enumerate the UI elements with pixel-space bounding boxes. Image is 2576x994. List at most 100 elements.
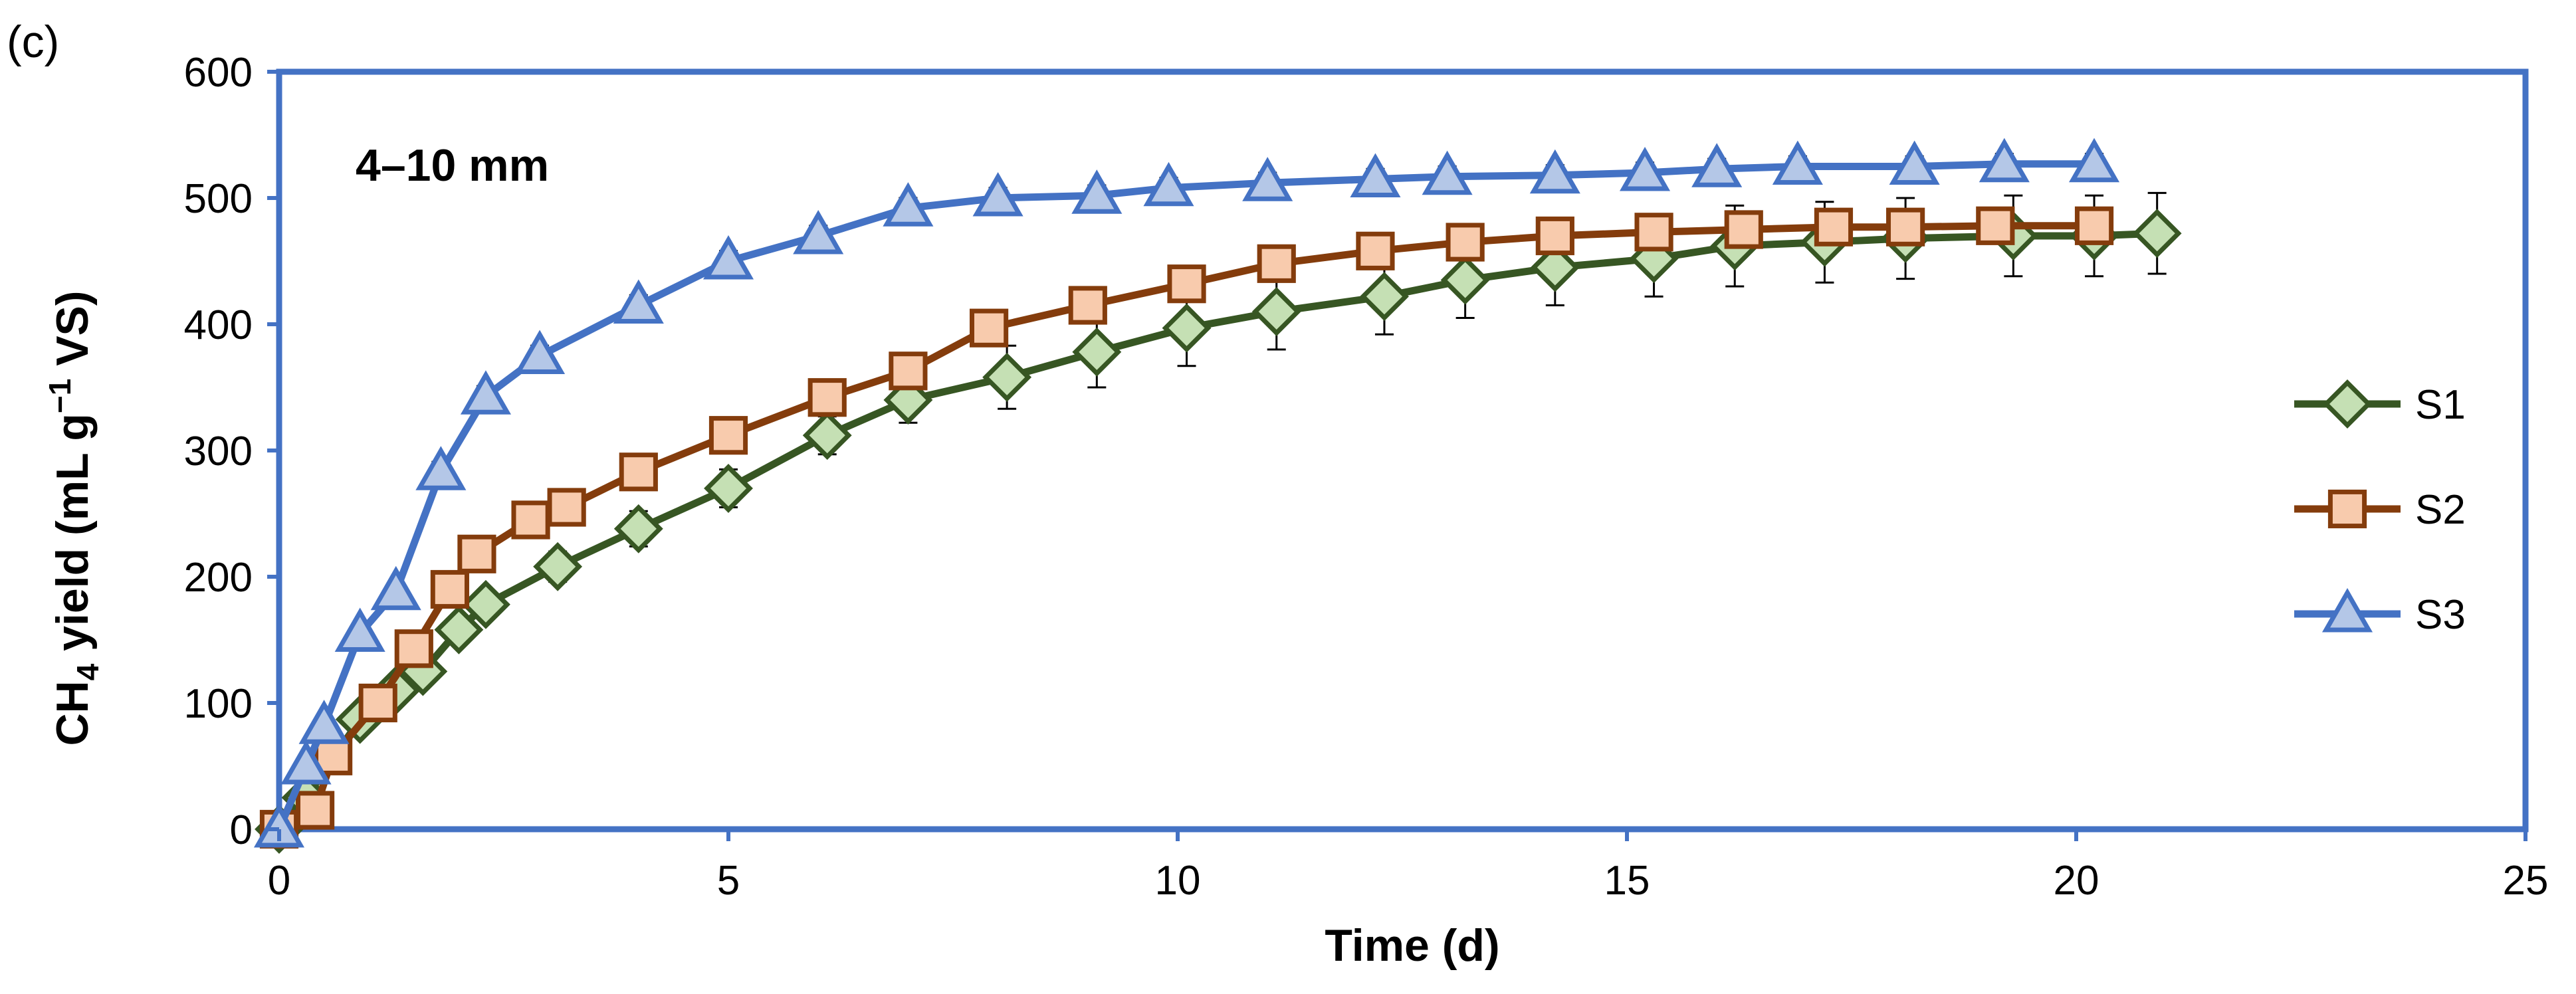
data-point-S2 <box>394 629 433 668</box>
data-point-S1 <box>434 605 484 654</box>
data-point-S2 <box>1535 216 1574 256</box>
x-tick-label: 20 <box>2054 858 2099 904</box>
data-point-S2 <box>358 683 397 723</box>
annotation-label: 4–10 mm <box>356 140 549 191</box>
data-point-S2 <box>1167 264 1206 304</box>
data-point-S1 <box>2132 209 2182 258</box>
y-tick-label: 300 <box>184 429 253 474</box>
data-point-S2 <box>1356 231 1395 270</box>
data-point-S3 <box>1143 161 1194 207</box>
x-tick-label: 25 <box>2503 858 2549 904</box>
data-point-S3 <box>1979 138 2030 183</box>
data-point-S1 <box>1162 303 1212 353</box>
data-point-S3 <box>1529 149 1580 194</box>
data-point-S2 <box>314 736 353 775</box>
data-point-S2 <box>511 500 550 540</box>
x-tick-label: 15 <box>1604 858 1650 904</box>
data-point-S1 <box>461 579 510 629</box>
y-tick-label: 400 <box>184 302 253 348</box>
x-tick-label: 10 <box>1155 858 1201 904</box>
legend-marker <box>2321 587 2373 633</box>
data-point-S3 <box>2069 138 2120 183</box>
data-point-S3 <box>460 370 511 415</box>
data-point-S2 <box>1976 206 2015 245</box>
data-point-S3 <box>370 565 421 611</box>
data-point-S2 <box>1814 207 1854 247</box>
x-axis-title: Time (d) <box>1325 920 1499 971</box>
axes: 0 5 10 15 20 25 0 100 200 300 400 500 600 <box>184 50 2549 904</box>
data-point-S1 <box>533 542 583 591</box>
data-point-S3 <box>1242 157 1293 201</box>
data-point-S2 <box>2074 206 2114 245</box>
x-tick-label: 5 <box>717 858 740 904</box>
data-point-S2 <box>1724 210 1763 249</box>
panel-label: (c) <box>7 17 59 67</box>
data-point-S3 <box>702 235 754 280</box>
legend-entry-S1: S1 <box>2294 379 2466 429</box>
series-S3 <box>253 138 2120 848</box>
x-tick-label: 0 <box>268 858 290 904</box>
data-point-S3 <box>1691 143 1743 187</box>
data-point-S3 <box>514 330 566 374</box>
legend-marker <box>2327 489 2367 529</box>
data-point-S3 <box>883 182 934 227</box>
data-point-S3 <box>972 171 1023 217</box>
data-point-S1 <box>1072 327 1122 377</box>
y-tick-label: 100 <box>184 681 253 727</box>
y-axis-title-mid: yield (mL g <box>47 413 98 664</box>
y-axis-title-sub: 4 <box>70 663 105 680</box>
legend: S1 S2 S3 <box>2294 379 2466 638</box>
data-point-S3 <box>280 740 332 785</box>
data-point-S2 <box>1068 286 1107 325</box>
data-point-S3 <box>613 279 664 324</box>
data-point-S3 <box>253 803 305 848</box>
legend-entry-S3: S3 <box>2294 587 2466 638</box>
plot-frame <box>276 68 2529 833</box>
data-point-S1 <box>1530 243 1580 292</box>
data-point-S2 <box>807 378 847 417</box>
data-point-S3 <box>334 607 385 652</box>
data-point-S1 <box>613 504 663 553</box>
data-point-S1 <box>1251 287 1301 336</box>
data-point-S2 <box>295 791 335 830</box>
data-point-S1 <box>982 352 1032 402</box>
data-point-S3 <box>415 446 467 490</box>
y-axis-title-suffix: VS) <box>47 290 98 378</box>
y-axis-title-sup: −1 <box>43 379 77 413</box>
data-point-S2 <box>1257 244 1296 283</box>
legend-label: S3 <box>2415 592 2466 638</box>
data-point-S1 <box>1440 255 1490 305</box>
data-point-S3 <box>1350 153 1401 197</box>
data-point-S3 <box>1620 146 1671 191</box>
y-tick-label: 0 <box>230 807 253 853</box>
data-point-S1 <box>802 411 852 460</box>
y-axis-title-prefix: CH <box>47 680 98 746</box>
data-point-S3 <box>1889 140 1940 185</box>
data-point-S2 <box>889 351 928 391</box>
legend-entry-S2: S2 <box>2294 487 2466 533</box>
data-point-S2 <box>1446 223 1485 262</box>
data-point-S2 <box>547 488 586 527</box>
y-tick-label: 600 <box>184 50 253 96</box>
data-point-S2 <box>430 569 469 609</box>
data-point-S1 <box>1360 272 1409 322</box>
data-point-S3 <box>1071 169 1123 214</box>
legend-label: S1 <box>2415 382 2466 428</box>
data-point-S2 <box>708 416 748 455</box>
series-S2 <box>259 206 2114 849</box>
data-marks <box>253 138 2182 854</box>
data-point-S2 <box>1634 213 1673 252</box>
data-point-S2 <box>457 534 496 573</box>
y-tick-label: 500 <box>184 176 253 222</box>
data-point-S3 <box>1772 140 1823 185</box>
y-tick-label: 200 <box>184 555 253 601</box>
legend-marker <box>2323 379 2372 429</box>
data-point-S1 <box>704 464 753 513</box>
data-point-S2 <box>619 452 658 492</box>
data-point-S3 <box>793 209 844 254</box>
data-point-S3 <box>1422 150 1473 195</box>
plot-area <box>276 68 2529 833</box>
data-point-S2 <box>1886 207 1925 247</box>
y-axis-title: CH4 yield (mL g−1 VS) <box>43 290 105 746</box>
